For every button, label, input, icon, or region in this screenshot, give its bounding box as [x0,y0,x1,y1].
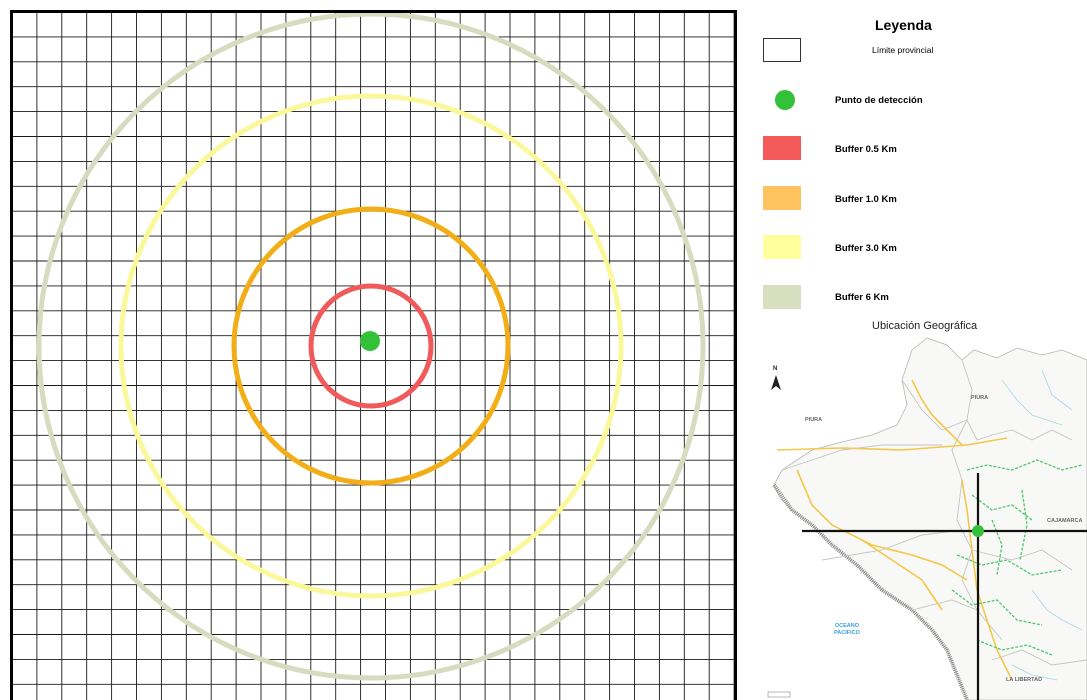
north-label: N [773,366,778,372]
buffer-map [10,10,737,700]
region-label-piura-north: PIURA [971,395,989,401]
legend-title: Leyenda [875,17,932,33]
detection-point [360,331,380,351]
buffer-6-swatch [763,285,801,309]
buffer-ring-6km [36,11,706,681]
buffer-ring-1km [231,206,511,486]
roads-secondary [951,459,1083,656]
map-frame [10,10,737,700]
legend-label-detection: Punto de detección [835,95,923,106]
buffer-rings [36,11,706,681]
provincial-boundary-swatch [763,38,801,62]
inset-map-graphic [767,337,1087,700]
legend-label-buffer-30: Buffer 3.0 Km [835,243,897,254]
ocean-label: OCEANO PACIFICO [834,623,860,636]
region-label-piura-west: PIURA [805,417,823,423]
legend-label-boundary: Límite provincial [872,45,934,55]
legend-label-buffer-6: Buffer 6 Km [835,292,889,303]
rivers [1001,369,1083,681]
buffer-10-swatch [763,186,801,210]
land-area [773,337,1087,700]
buffer-ring-0-5km [308,283,434,409]
location-inset-map: Ubicación Geográfica N PIURA PIURA CAJAM… [762,320,1087,700]
region-label-la-libertad: LA LIBERTAD [1006,677,1043,683]
legend-label-buffer-05: Buffer 0.5 Km [835,144,897,155]
province-boundaries [781,359,1087,666]
region-label-cajamarca: CAJAMARCA [1047,518,1083,524]
legend: Leyenda Límite provincial Punto de detec… [750,0,1087,320]
scale-bar-icon [767,691,791,698]
north-arrow-icon [771,375,781,390]
buffer-30-swatch [763,235,801,259]
legend-label-buffer-10: Buffer 1.0 Km [835,194,897,205]
inset-detection-point [972,525,984,537]
buffer-05-swatch [763,136,801,160]
location-map-title: Ubicación Geográfica [872,320,978,332]
buffer-ring-3km [118,93,624,599]
detection-point-swatch [775,90,795,110]
